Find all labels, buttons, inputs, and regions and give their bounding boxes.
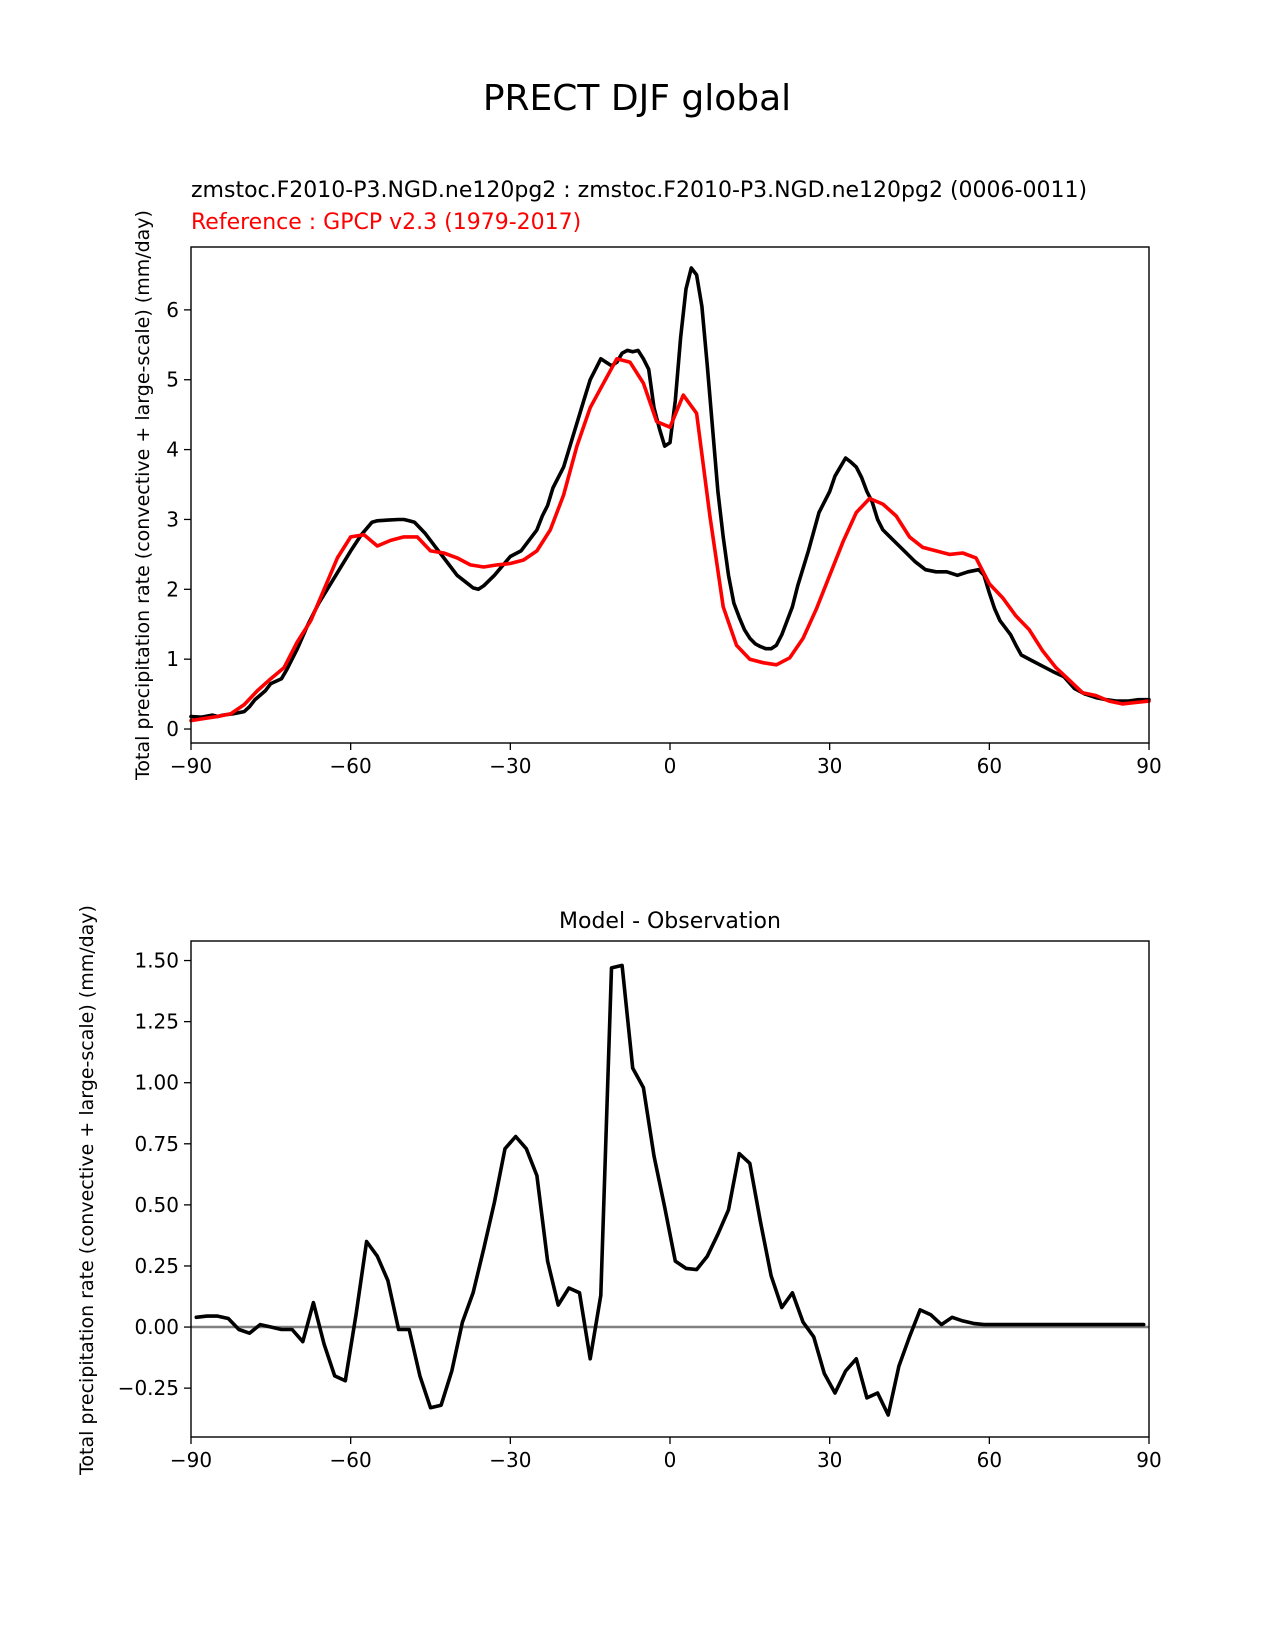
top-title-model: zmstoc.F2010-P3.NGD.ne120pg2 : zmstoc.F2… bbox=[191, 178, 1087, 203]
top-x-tick-label: 0 bbox=[664, 754, 677, 778]
top-y-tick-label: 6 bbox=[166, 298, 179, 322]
top-axes-frame bbox=[190, 246, 1150, 744]
bottom-lines bbox=[191, 963, 1149, 1417]
top-x-tick-label: 90 bbox=[1136, 754, 1161, 778]
top-series-model-line bbox=[189, 266, 1151, 720]
top-series-reference-line bbox=[189, 356, 1151, 723]
bottom-axes-frame bbox=[190, 940, 1150, 1438]
bottom-x-tick-label: 0 bbox=[664, 1448, 677, 1472]
top-y-tick-label: 5 bbox=[166, 368, 179, 392]
bottom-x-tick-label: 30 bbox=[817, 1448, 842, 1472]
bottom-y-tick-label: 0.25 bbox=[134, 1254, 179, 1278]
bottom-y-tick-label: 1.50 bbox=[134, 949, 179, 973]
bottom-series-diff-line bbox=[194, 963, 1146, 1417]
top-title-reference: Reference : GPCP v2.3 (1979-2017) bbox=[191, 210, 581, 235]
bottom-y-tick-label: 1.25 bbox=[134, 1010, 179, 1034]
top-y-tick-label: 3 bbox=[166, 507, 179, 531]
bottom-y-axis-label: Total precipitation rate (convective + l… bbox=[76, 905, 98, 1476]
top-x-tick-label: −30 bbox=[489, 754, 531, 778]
top-y-tick-label: 2 bbox=[166, 577, 179, 601]
top-x-tick-label: 30 bbox=[817, 754, 842, 778]
top-y-tick-label: 4 bbox=[166, 438, 179, 462]
figure-title: PRECT DJF global bbox=[483, 78, 791, 119]
bottom-y-tick-label: 0.75 bbox=[134, 1132, 179, 1156]
bottom-panel: Model - Observation Total precipitation … bbox=[76, 905, 1162, 1476]
bottom-y-tick-label: 0.50 bbox=[134, 1193, 179, 1217]
bottom-x-tick-label: −30 bbox=[489, 1448, 531, 1472]
top-x-tick-label: −60 bbox=[330, 754, 372, 778]
bottom-x-tick-label: −90 bbox=[170, 1448, 212, 1472]
bottom-title: Model - Observation bbox=[559, 909, 781, 934]
top-x-tick-label: 60 bbox=[977, 754, 1002, 778]
bottom-x-tick-label: 90 bbox=[1136, 1448, 1161, 1472]
bottom-y-tick-label: −0.25 bbox=[118, 1376, 179, 1400]
top-lines bbox=[189, 266, 1151, 723]
top-y-tick-label: 1 bbox=[166, 647, 179, 671]
bottom-y-tick-label: 0.00 bbox=[134, 1315, 179, 1339]
top-y-axis-label: Total precipitation rate (convective + l… bbox=[132, 210, 154, 781]
bottom-x-tick-label: 60 bbox=[977, 1448, 1002, 1472]
top-y-tick-label: 0 bbox=[166, 717, 179, 741]
bottom-ticks: −90 −60 −30 0 30 60 90 −0.25 0.00 0.25 0.50 0.75 1.0… bbox=[118, 949, 1162, 1472]
bottom-y-tick-label: 1.00 bbox=[134, 1071, 179, 1095]
top-x-tick-label: −90 bbox=[170, 754, 212, 778]
top-ticks: −90 −60 −30 0 30 60 90 0 1 2 3 4 5 6 bbox=[166, 298, 1161, 778]
bottom-x-tick-label: −60 bbox=[330, 1448, 372, 1472]
top-panel: zmstoc.F2010-P3.NGD.ne120pg2 : zmstoc.F2… bbox=[132, 178, 1162, 781]
